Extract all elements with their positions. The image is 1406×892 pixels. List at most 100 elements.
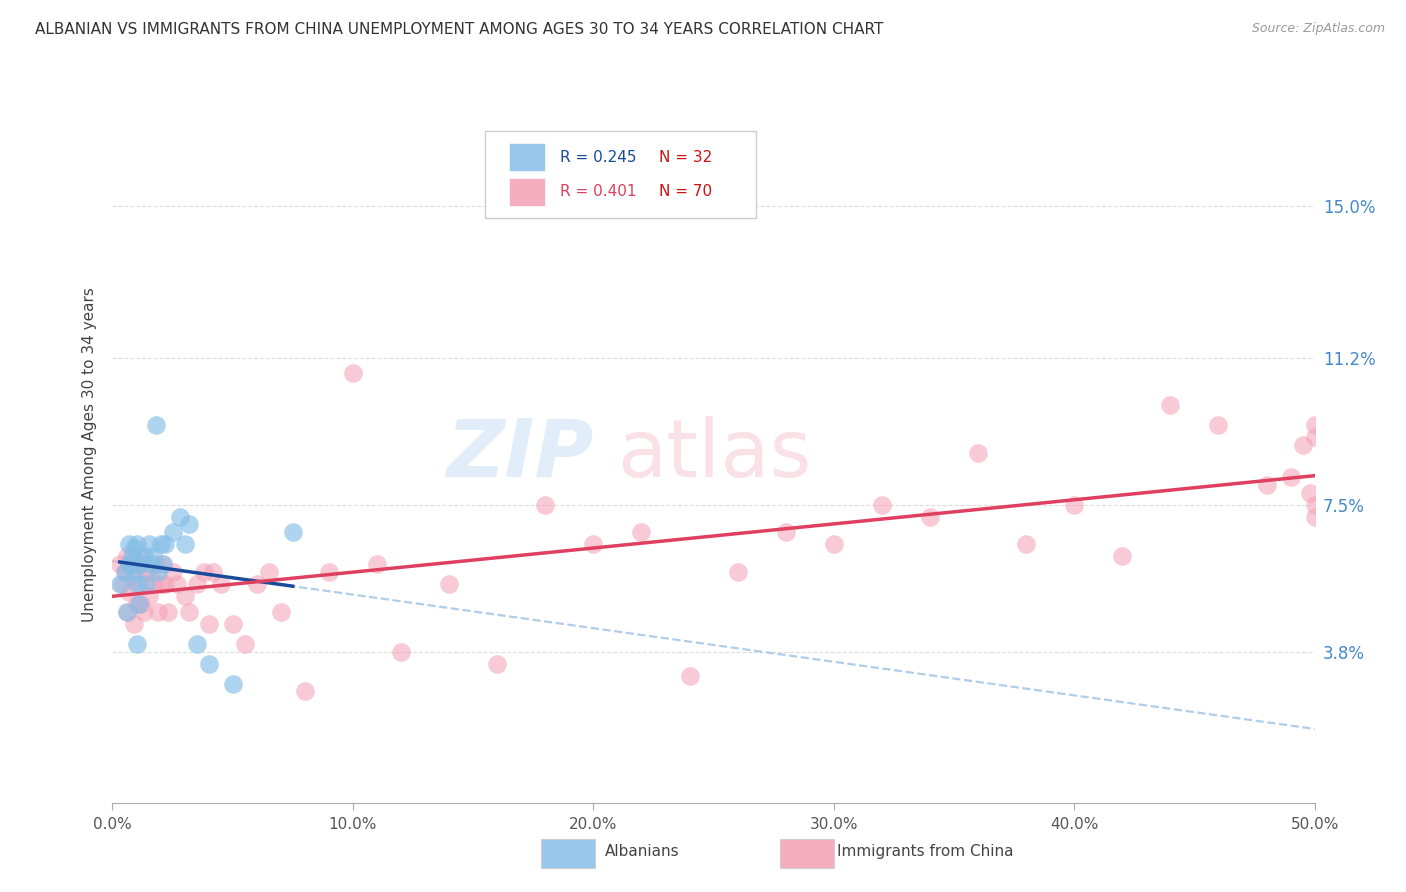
Point [1303,498,1326,512]
Point [918,509,941,524]
Point [121,549,143,564]
Point [115,549,138,564]
Point [1303,430,1326,444]
Point [131,597,153,611]
Point [169,509,191,524]
Point [1303,418,1326,433]
Point [389,645,412,659]
Point [823,537,845,551]
FancyBboxPatch shape [485,131,755,219]
Text: ALBANIAN VS IMMIGRANTS FROM CHINA UNEMPLOYMENT AMONG AGES 30 TO 34 YEARS CORRELA: ALBANIAN VS IMMIGRANTS FROM CHINA UNEMPL… [35,22,883,37]
Point [142,577,165,591]
Point [166,577,188,591]
Point [149,577,172,591]
Point [115,605,138,619]
Point [114,565,136,579]
FancyBboxPatch shape [509,144,546,171]
Point [122,616,145,631]
Point [233,637,256,651]
Point [146,565,169,579]
Point [115,605,138,619]
Point [114,565,136,579]
Point [152,558,174,572]
Text: R = 0.401: R = 0.401 [560,185,636,200]
Point [155,537,177,551]
Point [139,558,162,572]
Point [142,549,165,564]
Point [1111,549,1133,564]
Point [186,637,208,651]
Point [582,537,605,551]
Point [125,537,148,551]
Point [342,367,364,381]
Point [967,446,990,460]
Point [678,668,700,682]
Point [294,684,316,698]
Point [1159,398,1181,412]
Point [121,558,143,572]
Point [179,517,201,532]
Point [122,549,145,564]
Point [118,558,141,572]
Point [186,577,208,591]
Point [146,605,169,619]
Text: R = 0.245: R = 0.245 [560,150,636,165]
Point [108,577,131,591]
Point [197,616,219,631]
Point [162,565,184,579]
Point [152,558,174,572]
Point [122,565,145,579]
Point [270,605,292,619]
Point [121,569,143,583]
Text: ZIP: ZIP [446,416,593,494]
Point [155,577,177,591]
Point [437,577,460,591]
Point [179,605,201,619]
Point [131,549,153,564]
Point [1279,470,1302,484]
Point [1063,498,1085,512]
Text: Albanians: Albanians [605,845,679,859]
Point [131,558,153,572]
Point [173,589,195,603]
Point [118,585,141,599]
Point [128,577,150,591]
Point [125,597,148,611]
Point [145,418,167,433]
Point [1015,537,1038,551]
Point [257,565,280,579]
Point [202,565,225,579]
Text: Immigrants from China: Immigrants from China [837,845,1014,859]
Point [139,565,162,579]
Y-axis label: Unemployment Among Ages 30 to 34 years: Unemployment Among Ages 30 to 34 years [82,287,97,623]
Point [193,565,215,579]
Point [281,525,304,540]
Point [138,537,160,551]
Point [246,577,269,591]
Point [366,558,388,572]
Point [122,541,145,556]
Point [775,525,797,540]
Point [118,537,141,551]
Point [1208,418,1230,433]
Point [156,605,179,619]
Point [135,577,157,591]
Point [135,565,157,579]
Point [1256,477,1278,491]
Point [486,657,509,671]
Point [145,558,167,572]
Point [132,605,155,619]
Point [125,577,148,591]
Point [111,577,134,591]
Point [173,537,195,551]
Point [125,637,148,651]
Point [318,565,340,579]
Point [630,525,652,540]
Point [222,616,245,631]
FancyBboxPatch shape [509,178,546,206]
Point [118,558,141,572]
Text: N = 32: N = 32 [659,150,713,165]
Point [132,549,155,564]
Point [149,537,172,551]
Point [125,558,148,572]
